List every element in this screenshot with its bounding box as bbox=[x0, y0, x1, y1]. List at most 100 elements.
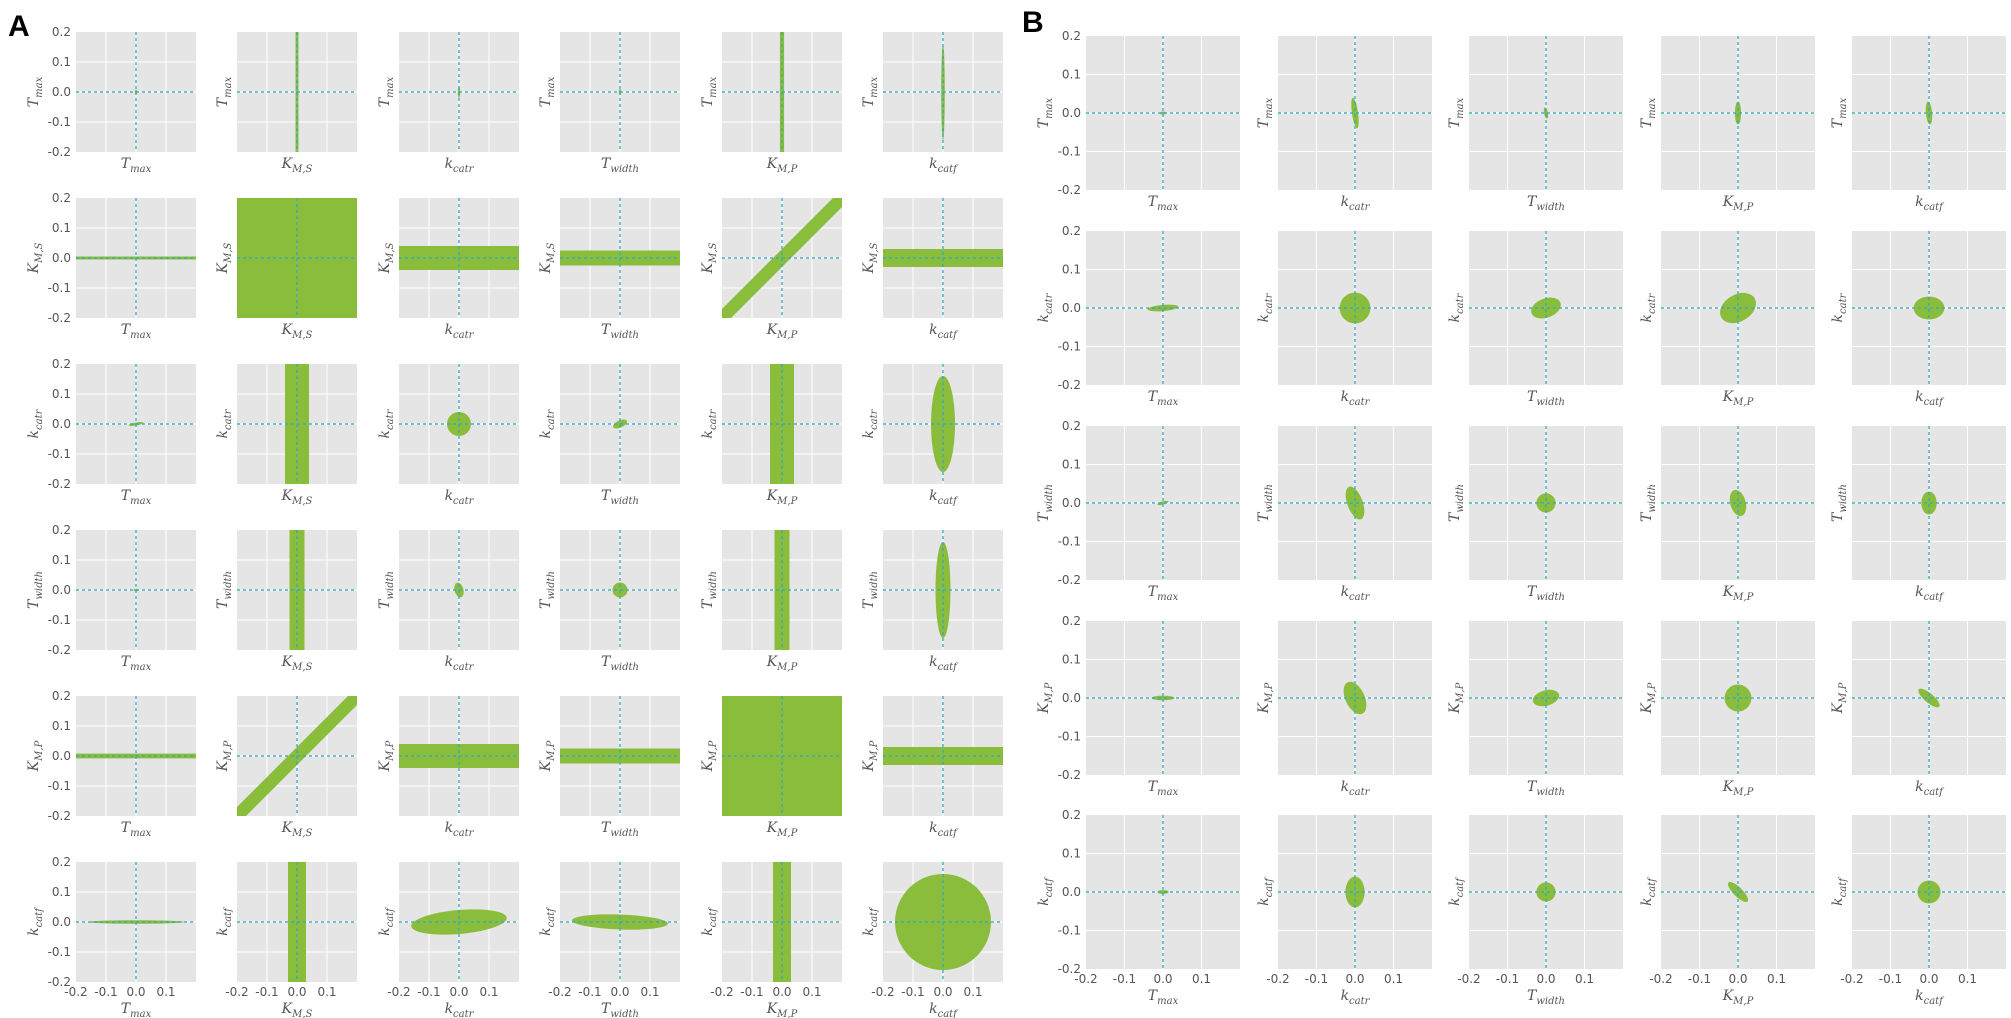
y-tick-label: -0.1 bbox=[48, 281, 71, 295]
x-axis-label-subscript: catr bbox=[1349, 202, 1371, 213]
x-axis-label-subscript: catf bbox=[1924, 787, 1946, 798]
confidence-ellipse bbox=[1345, 876, 1365, 908]
confidence-ellipse bbox=[1917, 880, 1941, 904]
y-axis-label-subscript: M,P bbox=[1838, 682, 1849, 703]
x-axis-label: Tmax bbox=[1148, 194, 1179, 213]
y-axis-label: kcatr bbox=[1256, 292, 1275, 322]
y-tick-label: 0.1 bbox=[1062, 458, 1081, 472]
subplot: kcatr kcatr bbox=[1256, 231, 1432, 408]
confidence-ellipse bbox=[1343, 681, 1367, 715]
y-tick-label: 0.1 bbox=[52, 719, 71, 733]
confidence-ellipse bbox=[1536, 882, 1556, 902]
x-axis-label-subscript: M,P bbox=[776, 828, 797, 839]
x-axis-label: kcatr bbox=[1341, 779, 1371, 798]
confidence-region bbox=[1727, 881, 1749, 903]
x-axis-label-subscript: catf bbox=[938, 496, 960, 507]
confidence-ellipse bbox=[1351, 97, 1359, 129]
y-axis-label-subscript: catf bbox=[34, 906, 45, 928]
x-tick-label: 0.0 bbox=[126, 985, 145, 999]
x-tick-label: -0.1 bbox=[1113, 972, 1136, 986]
y-axis-label-subscript: catf bbox=[1455, 876, 1466, 898]
x-axis-label-subscript: catr bbox=[453, 164, 475, 175]
y-tick-label: -0.1 bbox=[48, 447, 71, 461]
x-tick-label: 0.0 bbox=[449, 985, 468, 999]
x-axis-label-subscript: M,P bbox=[776, 164, 797, 175]
confidence-ellipse bbox=[1151, 695, 1175, 701]
confidence-region bbox=[1729, 489, 1747, 517]
subplot: kcatf -0.2 -0.1 0.0 0.1 kcatf bbox=[861, 862, 1003, 1018]
x-axis-label-subscript: max bbox=[130, 828, 151, 839]
y-axis-label: kcatr bbox=[1639, 292, 1658, 322]
y-axis-label: Tmax bbox=[377, 76, 396, 107]
subplot: Tmax kcatr bbox=[1256, 36, 1432, 213]
y-tick-label: -0.1 bbox=[1058, 145, 1081, 159]
y-axis-label: Twidth bbox=[377, 571, 396, 609]
confidence-ellipse bbox=[1913, 296, 1945, 320]
x-axis-label: kcatf bbox=[929, 820, 959, 839]
x-axis-label-subscript: catr bbox=[453, 496, 475, 507]
x-axis-label-subscript: max bbox=[130, 164, 151, 175]
y-axis-label-subscript: max bbox=[869, 76, 880, 97]
y-axis-label-subscript: catr bbox=[869, 408, 880, 430]
x-axis-label-subscript: width bbox=[610, 496, 639, 507]
x-axis-label-subscript: width bbox=[610, 828, 639, 839]
y-axis-label-subscript: M,S bbox=[223, 242, 234, 263]
confidence-ellipse bbox=[1536, 493, 1556, 513]
x-axis-label-subscript: M,P bbox=[1732, 397, 1753, 408]
subplot: Twidth kcatr bbox=[377, 530, 519, 673]
y-axis-label-subscript: max bbox=[223, 76, 234, 97]
x-axis-label: KM,P bbox=[1722, 988, 1754, 1007]
x-tick-label: 0.0 bbox=[1153, 972, 1172, 986]
x-axis-label: Tmax bbox=[121, 654, 152, 673]
x-axis-label: Twidth bbox=[601, 322, 639, 341]
y-tick-label: -0.2 bbox=[48, 477, 71, 491]
y-axis-label: kcatr bbox=[215, 408, 234, 438]
y-axis-label-subscript: max bbox=[34, 76, 45, 97]
x-axis-label-subscript: catr bbox=[453, 662, 475, 673]
subplot: kcatf -0.2 -0.1 0.0 0.1 KM,P bbox=[700, 862, 842, 1018]
y-tick-label: 0.1 bbox=[1062, 847, 1081, 861]
x-axis-label: Tmax bbox=[1148, 988, 1179, 1007]
y-axis-label-subscript: width bbox=[385, 571, 396, 600]
x-axis-label: kcatr bbox=[1341, 194, 1371, 213]
confidence-region bbox=[1147, 304, 1179, 312]
x-axis-label: Tmax bbox=[1148, 389, 1179, 408]
y-axis-label: Twidth bbox=[1830, 484, 1849, 522]
confidence-region bbox=[1536, 882, 1556, 902]
x-axis-label: kcatf bbox=[929, 488, 959, 507]
x-axis-label-subscript: width bbox=[610, 164, 639, 175]
y-axis-label: Tmax bbox=[700, 76, 719, 107]
y-axis-label: KM,P bbox=[1639, 682, 1658, 714]
x-tick-label: -0.2 bbox=[225, 985, 248, 999]
x-axis-label: Tmax bbox=[121, 1001, 152, 1018]
y-axis-label-subscript: M,P bbox=[869, 740, 880, 761]
y-tick-label: 0.1 bbox=[1062, 263, 1081, 277]
x-axis-label: Tmax bbox=[121, 488, 152, 507]
y-tick-label: -0.2 bbox=[48, 809, 71, 823]
panel-label: A bbox=[8, 10, 30, 43]
y-axis-label: Twidth bbox=[1256, 484, 1275, 522]
y-tick-label: 0.2 bbox=[1062, 808, 1081, 822]
subplot: Tmax kcatr bbox=[377, 32, 519, 175]
x-tick-label: -0.1 bbox=[255, 985, 278, 999]
x-axis-label: KM,S bbox=[281, 156, 313, 175]
y-tick-label: 0.1 bbox=[52, 885, 71, 899]
confidence-region bbox=[1536, 493, 1556, 513]
x-axis-label: kcatf bbox=[1915, 584, 1945, 603]
x-tick-label: 0.0 bbox=[287, 985, 306, 999]
x-axis-label: kcatr bbox=[1341, 988, 1371, 1007]
y-axis-label: Tmax bbox=[1639, 97, 1658, 128]
x-axis-label-subscript: catr bbox=[453, 330, 475, 341]
confidence-region bbox=[1532, 689, 1560, 707]
x-tick-label: -0.1 bbox=[94, 985, 117, 999]
subplot: Twidth KM,S bbox=[215, 530, 357, 673]
y-axis-label: KM,S bbox=[861, 242, 880, 274]
x-axis-label-subscript: M,P bbox=[1732, 202, 1753, 213]
confidence-region bbox=[1157, 890, 1169, 894]
x-tick-label: -0.2 bbox=[871, 985, 894, 999]
subplot: kcatr KM,P bbox=[1639, 231, 1815, 408]
subplot: 0.2 0.1 0.0 -0.1 -0.2 Tmax Tmax bbox=[26, 25, 196, 175]
y-axis-label: Twidth bbox=[1036, 484, 1055, 522]
confidence-region bbox=[1159, 111, 1167, 115]
